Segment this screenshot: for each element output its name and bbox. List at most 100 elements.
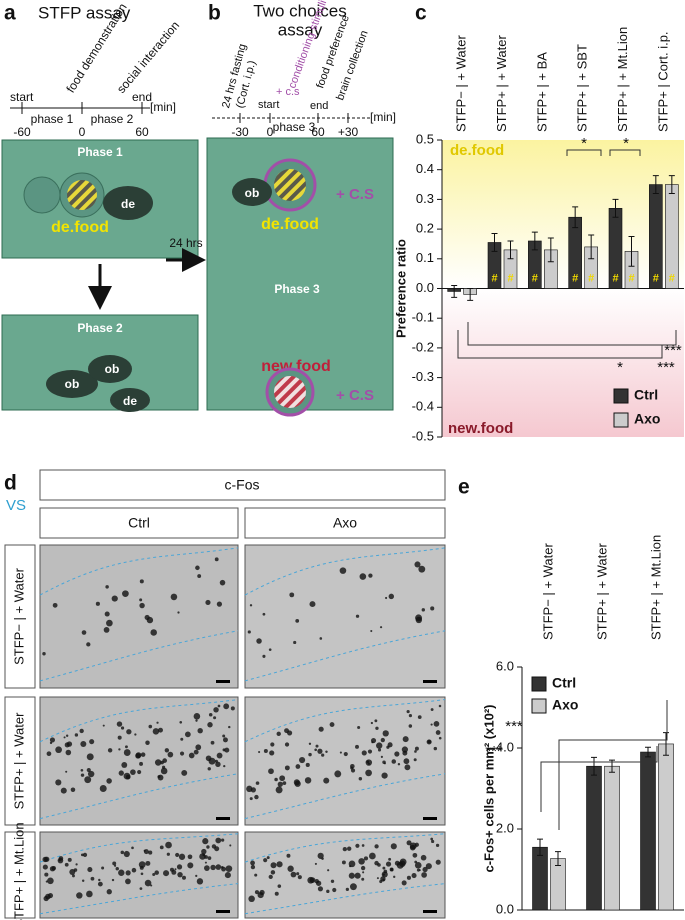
bar [532, 846, 548, 911]
cell [140, 752, 146, 757]
cell [87, 770, 95, 778]
region-outline [244, 547, 446, 596]
cell [414, 746, 419, 751]
cell [42, 652, 46, 656]
cell [403, 758, 410, 765]
cell [70, 787, 76, 793]
cell [139, 579, 144, 584]
bracket [566, 149, 602, 156]
cell [369, 852, 376, 860]
cell [181, 875, 186, 880]
cell [199, 853, 206, 860]
cell [137, 769, 142, 775]
cell [361, 844, 365, 847]
cell [376, 742, 383, 749]
row-label-box [4, 831, 36, 919]
cell [179, 720, 183, 724]
region-outline [244, 773, 446, 820]
photo-title: Phase 3 [274, 282, 320, 296]
food-label: de.food [51, 219, 109, 236]
cell [414, 861, 422, 869]
bracket [540, 746, 658, 812]
cell [420, 854, 427, 861]
scale-bar [423, 680, 437, 683]
cell [131, 867, 137, 873]
cell [205, 599, 211, 606]
bar [640, 751, 656, 911]
cell [230, 706, 235, 711]
cell [276, 861, 283, 868]
cell [82, 852, 88, 857]
cell [358, 777, 363, 781]
row-label: STFP+ | + Water [11, 712, 26, 809]
scale-bar [216, 910, 230, 913]
scale-bar [423, 817, 437, 820]
cell [193, 749, 199, 755]
cell [207, 856, 212, 860]
cell [361, 877, 365, 881]
bar [604, 765, 620, 911]
cell [45, 880, 48, 883]
cell [150, 629, 157, 636]
cell [394, 751, 400, 757]
cell [357, 725, 361, 729]
cell [106, 619, 113, 627]
y-tick-label: 0.3 [416, 191, 434, 206]
cell [414, 860, 418, 864]
cell [294, 780, 301, 787]
error-bar [591, 756, 597, 776]
cell [130, 769, 136, 775]
cell [249, 797, 253, 801]
mouse [46, 370, 98, 398]
cell [362, 871, 365, 874]
cell [349, 865, 352, 868]
significance: *** [664, 342, 682, 359]
cell [319, 637, 323, 640]
annotation: new.food [448, 420, 513, 437]
cell [152, 872, 156, 876]
cell [425, 863, 432, 870]
cell [42, 864, 48, 870]
category-label: STFP+ | + BA [534, 52, 549, 132]
cell [215, 761, 221, 768]
cell [210, 864, 216, 871]
panel-b: b Two choices assay 24 hrs fasting (Cort… [206, 0, 396, 417]
micrograph [39, 696, 239, 826]
region-outline [244, 883, 446, 915]
cell [55, 746, 62, 754]
cell [411, 873, 417, 879]
region: VS [6, 497, 26, 514]
cell [345, 887, 349, 892]
time-label: 0 [267, 125, 274, 139]
cell [355, 843, 360, 848]
cell [268, 648, 272, 651]
legend-label: Ctrl [552, 675, 576, 691]
stain: c-Fos [225, 477, 260, 493]
cell [296, 872, 300, 876]
cell [430, 837, 434, 841]
cell [140, 872, 144, 876]
cell [118, 748, 121, 751]
cell [277, 781, 283, 787]
mouse-label: ob [105, 362, 120, 376]
cell [202, 838, 209, 845]
cell [363, 856, 369, 861]
cell [90, 876, 95, 881]
marker: # [628, 272, 634, 284]
row-label: STFP− | + Water [11, 567, 26, 664]
cell [418, 565, 426, 573]
legend-swatch [613, 412, 629, 428]
cell [382, 866, 386, 870]
cell [430, 708, 434, 711]
panel-letter: b [208, 2, 221, 25]
event: end [310, 100, 328, 112]
cell [195, 874, 198, 877]
cell [325, 750, 328, 754]
cell [138, 861, 146, 869]
cell [390, 843, 397, 850]
header-box [244, 507, 446, 539]
panel-letter: e [458, 476, 470, 499]
cell [379, 626, 383, 629]
column-label: Ctrl [128, 515, 150, 531]
